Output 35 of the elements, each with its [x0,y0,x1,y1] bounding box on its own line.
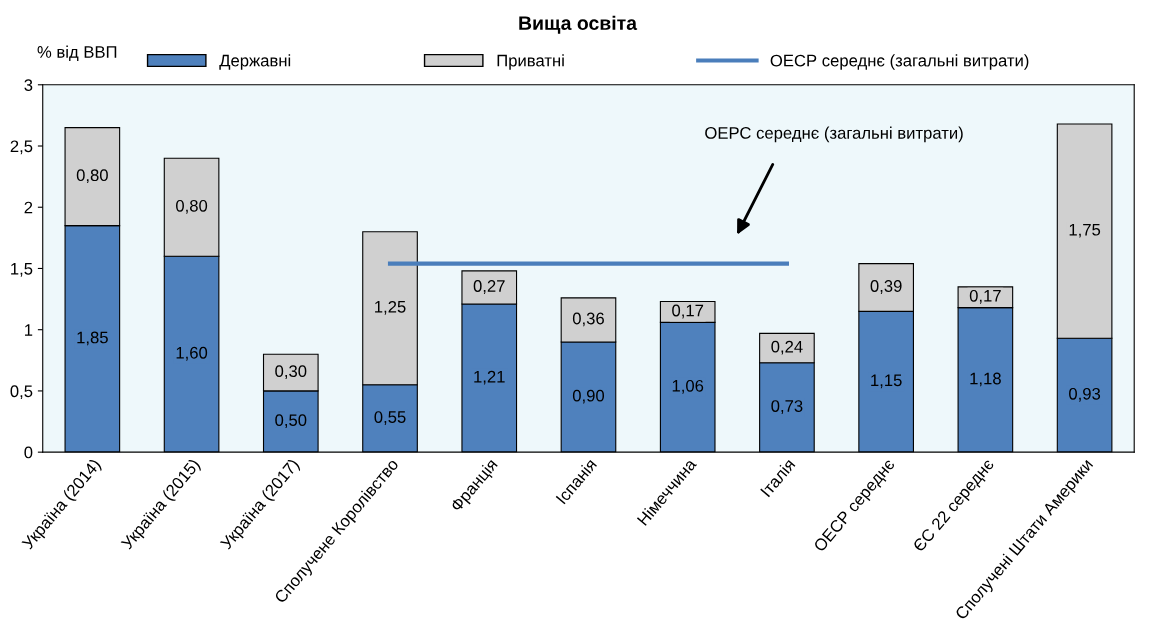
y-axis-title: % від ВВП [37,45,117,62]
legend-label: Державні [219,54,291,70]
y-tick-label: 0,5 [10,385,33,400]
y-tick-label: 1 [25,324,33,336]
data-label: 1,18 [970,372,1001,387]
legend-label: Приватні [497,54,564,70]
data-label: 0,90 [572,389,605,404]
legend-label: ОЕСР середнє (загальні витрати) [770,54,1029,70]
data-label: 0,80 [76,169,108,184]
data-label: 1,60 [176,346,208,361]
data-label: 0,30 [275,365,307,379]
data-label: 0,39 [870,280,902,294]
data-label: 0,36 [572,312,604,327]
data-label: 0,80 [176,199,208,214]
data-label: 0,73 [771,400,803,414]
data-label: 1,21 [474,370,505,385]
data-label: 0,27 [473,280,505,294]
annotation: ОЕРС середнє (загальні витрати) [705,126,963,143]
data-label: 1,25 [375,300,406,315]
data-label: 0,17 [672,304,704,319]
data-label: 1,06 [672,379,704,394]
y-tick-label: 1,5 [11,263,33,277]
y-tick-label: 2,5 [10,140,33,155]
data-label: 0,55 [374,411,406,425]
data-label: 0,50 [275,414,307,428]
y-tick-label: 0 [24,446,33,459]
data-label: 1,85 [77,331,108,346]
data-label: 1,15 [871,374,902,389]
y-tick-label: 3 [24,79,33,91]
data-label: 0,24 [771,340,803,355]
data-label: 1,75 [1069,223,1101,238]
chart-title: Вища освіта [519,15,638,34]
data-label: 0,93 [1069,387,1101,402]
data-label: 0,17 [969,289,1001,304]
y-tick-label: 2 [24,201,33,214]
